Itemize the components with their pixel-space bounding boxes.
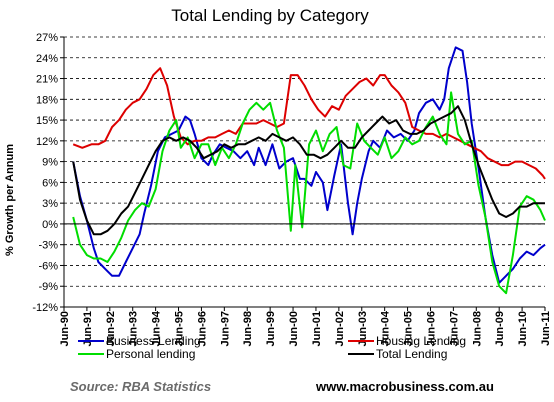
x-tick-label: Jun-94 [151,310,163,346]
y-tick-label: 0% [42,219,58,231]
x-tick-label: Jun-02 [334,311,346,346]
x-tick-label: Jun-90 [59,311,71,346]
y-axis-ticks: 27% 24% 21% 18% 15% 12% 9% 6% 3% 0% -3% -6% -9% -12% [32,32,64,314]
legend-label: Housing Lending [376,334,466,348]
x-tick-label: Jun-98 [242,311,254,346]
legend-label: Total Lending [376,347,447,361]
x-tick-label: Jun-99 [265,311,277,346]
x-tick-label: Jun-08 [471,311,483,346]
series-line-personal-lending [72,91,546,295]
y-tick-label: 21% [36,74,58,86]
y-tick-label: 24% [36,53,58,65]
y-tick-label: 15% [36,115,58,127]
y-tick-label: 12% [36,136,58,148]
series-line-business-lending [72,46,546,284]
axes [63,37,545,308]
y-tick-label: -3% [38,240,58,252]
y-tick-label: 6% [42,177,58,189]
x-tick-label: Jun-92 [105,311,117,346]
legend-label: Business Lending [106,334,201,348]
y-tick-label: 9% [42,157,58,169]
series-line-housing-lending [72,67,546,180]
x-tick-label: Jun-95 [174,311,186,346]
legend: Business Lending Housing Lending Personal … [78,334,466,361]
series-line-total-lending [72,105,545,236]
gridlines [64,36,545,287]
series-lines [72,46,546,295]
y-tick-label: 18% [36,94,58,106]
x-tick-label: Jun-96 [196,311,208,346]
x-axis-ticks: Jun-90 Jun-91 Jun-92 Jun-93 Jun-94 Jun-95 Jun-… [59,307,552,346]
x-tick-label: Jun-11 [540,311,552,346]
y-tick-label: 27% [36,32,58,44]
x-tick-label: Jun-07 [448,311,460,346]
source-note: Source: RBA Statistics [70,379,211,394]
y-axis-label: % Growth per Annum [4,144,16,256]
y-tick-label: 3% [42,198,58,210]
x-tick-label: Jun-97 [219,311,231,346]
x-tick-label: Jun-00 [288,311,300,346]
chart-title: Total Lending by Category [171,6,369,25]
y-tick-label: -9% [38,281,58,293]
x-tick-label: Jun-09 [494,311,506,346]
x-tick-label: Jun-10 [517,311,529,346]
x-tick-label: Jun-93 [128,311,140,346]
x-tick-label: Jun-03 [357,311,369,346]
x-tick-label: Jun-91 [82,311,94,346]
x-tick-label: Jun-04 [380,310,392,346]
x-tick-label: Jun-05 [403,311,415,346]
y-tick-label: -6% [38,260,58,272]
legend-label: Personal lending [106,347,195,361]
x-tick-label: Jun-01 [311,311,323,346]
x-tick-label: Jun-06 [425,311,437,346]
y-tick-label: -12% [32,302,58,314]
website-label: www.macrobusiness.com.au [315,379,494,394]
